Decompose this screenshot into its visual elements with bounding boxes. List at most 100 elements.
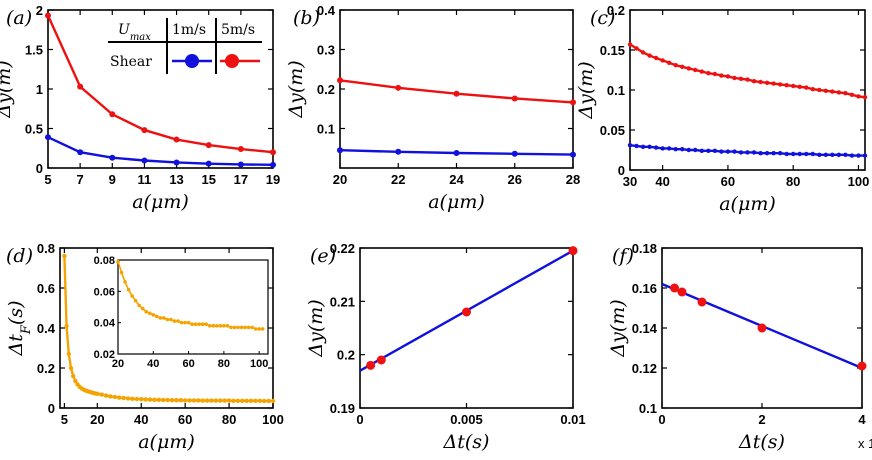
panel-a-xtick-label: 15 bbox=[201, 172, 215, 187]
inset-series-point bbox=[169, 317, 173, 322]
panel-f-ytick-label: 0.1 bbox=[639, 401, 657, 416]
panel-c-series-blue-point bbox=[640, 144, 646, 149]
panel-c-series-blue-point bbox=[784, 151, 789, 157]
panel-c-series-blue-point bbox=[849, 153, 855, 158]
panel-d-series-orange-point bbox=[161, 397, 166, 403]
panel-a-series-red-point bbox=[45, 12, 51, 19]
panel-a-series-blue-point bbox=[173, 159, 180, 166]
inset-series-point bbox=[147, 311, 152, 316]
panel-c-series-blue-point bbox=[627, 143, 633, 148]
panel-c-series-blue-point bbox=[745, 150, 750, 155]
panel-c-series-blue-point bbox=[666, 146, 672, 151]
panel-c-series-blue-point bbox=[817, 152, 822, 157]
panel-e-xlabel: Δt(s) bbox=[443, 431, 490, 453]
inset-series-point bbox=[204, 322, 209, 327]
panel-c-series-red-point bbox=[797, 84, 802, 90]
panel-d-series-orange-point bbox=[231, 398, 236, 403]
panel-c-ytick-label: 0.05 bbox=[600, 123, 625, 138]
panel-e-xtick-label: 0.005 bbox=[450, 412, 483, 427]
panel-d-series-orange-point bbox=[62, 253, 67, 259]
panel-d-series-orange-point bbox=[112, 394, 118, 400]
panel-d-series-orange-point bbox=[139, 397, 144, 402]
panel-c-series-blue-point bbox=[647, 144, 652, 149]
panel-b-xtick-label: 28 bbox=[566, 172, 580, 187]
panel-b-ytick-label: 0.1 bbox=[317, 122, 335, 137]
inset-series-point bbox=[229, 325, 233, 330]
panel-c-xlabel: a(μm) bbox=[719, 193, 776, 215]
inset-series-point bbox=[243, 325, 247, 330]
panel-d-xtick-label: 20 bbox=[90, 412, 104, 427]
panel-d-series-orange-point bbox=[235, 398, 241, 403]
inset-series-point bbox=[123, 280, 127, 284]
panel-e-data-point bbox=[568, 246, 578, 256]
panel-c-series-blue-point bbox=[751, 150, 757, 155]
panel-c-xtick-label: 40 bbox=[655, 174, 669, 189]
panel-d-series-orange-point bbox=[257, 398, 263, 403]
panel-e-data-point bbox=[462, 307, 471, 317]
panel-b-label: (b) bbox=[293, 7, 320, 29]
panel-c-series-red-point bbox=[647, 53, 652, 58]
panel-a-series-blue-point bbox=[270, 161, 276, 168]
panel-d-series-orange-point bbox=[218, 398, 223, 403]
panel-f-ytick-label: 0.16 bbox=[632, 281, 657, 296]
panel-c-series-red-point bbox=[764, 80, 770, 86]
inset-series-point bbox=[211, 324, 216, 328]
panel-b-ytick-label: 0.2 bbox=[317, 82, 335, 97]
panel-d-series-orange-point bbox=[270, 398, 276, 404]
panel-c-series-blue-point bbox=[764, 151, 770, 156]
panel-c-series-blue-point bbox=[790, 151, 796, 157]
panel-c-series-red-point bbox=[784, 83, 789, 88]
panel-c-series-red-point bbox=[738, 76, 744, 82]
panel-a-series-red-point bbox=[141, 127, 148, 134]
inset-series-point bbox=[116, 259, 120, 264]
inset-series-point bbox=[232, 325, 237, 330]
panel-c-series-blue-point bbox=[725, 149, 731, 154]
panel-d-series-orange-point bbox=[121, 395, 126, 401]
panel-c-xtick-label: 30 bbox=[623, 174, 637, 189]
panel-a-ytick-label: 0.5 bbox=[25, 122, 43, 137]
panel-d-series-orange-point bbox=[222, 398, 227, 403]
panel-a-ytick-label: 2 bbox=[36, 3, 43, 18]
panel-d-series-orange-point bbox=[147, 397, 153, 402]
panel-d-series-orange-point bbox=[95, 391, 100, 396]
panel-f-data-point bbox=[857, 361, 867, 371]
panel-c-series-red-point bbox=[758, 79, 763, 85]
inset-series-point bbox=[155, 314, 159, 319]
panel-a-ytick-label: 1 bbox=[36, 82, 43, 97]
inset-series-point bbox=[133, 298, 138, 303]
inset-ytick-label: 0.04 bbox=[94, 318, 116, 330]
panel-e-data-point bbox=[366, 360, 376, 370]
inset-series-point bbox=[246, 325, 251, 330]
inset-xtick-label: 100 bbox=[250, 358, 268, 370]
panel-c-series-blue-point bbox=[653, 145, 659, 150]
panel-b-ytick-label: 0.4 bbox=[317, 3, 336, 18]
panel-a-xtick-label: 17 bbox=[234, 172, 248, 187]
panel-f-data-point bbox=[697, 297, 707, 307]
inset-series-point bbox=[250, 325, 254, 330]
panel-b-series-blue-point bbox=[570, 151, 576, 158]
inset-series-point bbox=[162, 316, 166, 320]
panel-a-label: (a) bbox=[6, 7, 32, 29]
inset-series-point bbox=[222, 324, 226, 328]
panel-d-series-orange-point bbox=[191, 398, 197, 403]
inset-series-point bbox=[257, 327, 261, 331]
panel-c-series-blue-point bbox=[686, 147, 691, 153]
inset-ytick-label: 0.08 bbox=[94, 255, 115, 267]
panel-a-series-red-point bbox=[270, 149, 276, 156]
panel-d-inset: 20 40 60 80 100 0.02 0.04 0.06 0.08 bbox=[94, 255, 269, 370]
panel-c-series-blue-point bbox=[719, 149, 724, 154]
panel-d-series-orange-point bbox=[174, 398, 179, 403]
panel-d-series-orange-point bbox=[73, 378, 78, 384]
panel-d-xtick-label: 100 bbox=[262, 412, 284, 427]
legend-col1: 1m/s bbox=[172, 22, 206, 38]
panel-d-ytick-label: 0.4 bbox=[37, 321, 56, 336]
panel-a-ytick-label: 1.5 bbox=[25, 43, 43, 58]
panel-c-series-red-point bbox=[719, 73, 724, 78]
panel-b-series-red-point bbox=[337, 77, 343, 84]
panel-b-series-blue-point bbox=[511, 150, 518, 157]
panel-c-series-blue-point bbox=[706, 148, 711, 153]
panel-a-xlabel: a(μm) bbox=[132, 191, 189, 213]
panel-d-series-orange-point bbox=[187, 398, 192, 403]
inset-series-point bbox=[193, 322, 198, 327]
panel-c-ylabel: Δy(m) bbox=[575, 61, 597, 119]
